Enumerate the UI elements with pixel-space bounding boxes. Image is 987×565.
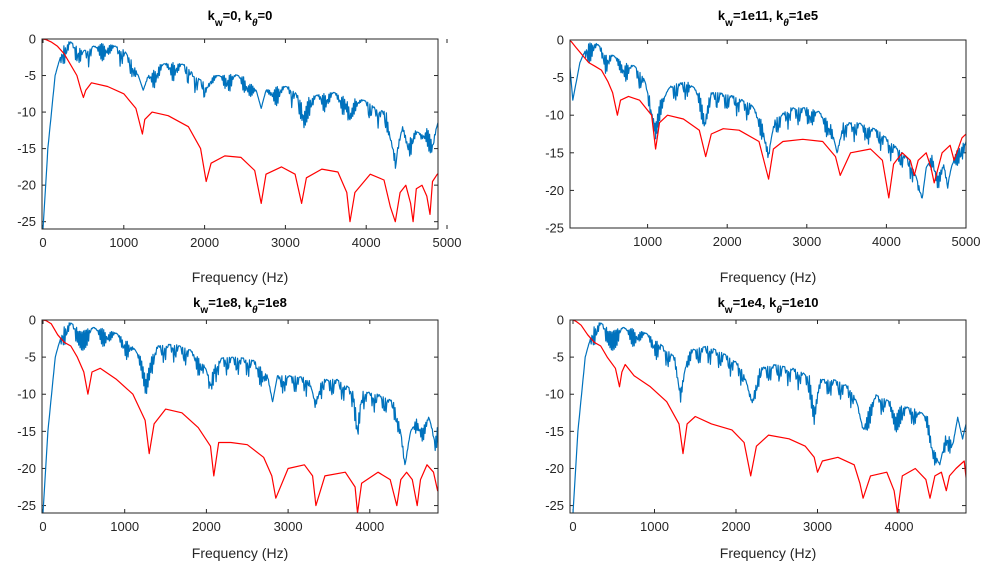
panel-title: kw=1e4, kθ=1e10 — [718, 295, 819, 316]
y-tick-label: -20 — [545, 461, 564, 476]
series-line-blue — [42, 41, 438, 229]
subplot-top-right: kw=1e11, kθ=1e5 Frequency (Hz) 1000 2000 3… — [545, 8, 980, 285]
x-tick-label: 0 — [39, 235, 46, 250]
x-axis-label: Frequency (Hz) — [192, 269, 288, 285]
y-tick-label: 0 — [29, 32, 36, 47]
y-tick-label: -25 — [17, 214, 36, 229]
y-tick-label: 0 — [29, 313, 36, 328]
x-tick-label: 3000 — [792, 234, 821, 249]
y-tick-label: -10 — [17, 105, 36, 120]
x-axis-label: Frequency (Hz) — [720, 545, 816, 561]
y-tick-label: -5 — [24, 350, 36, 365]
series-line-red — [42, 320, 438, 513]
x-tick-label: 0 — [569, 519, 576, 534]
y-tick-label: -20 — [17, 178, 36, 193]
x-tick-label: 1000 — [633, 234, 662, 249]
y-tick-label: 0 — [557, 33, 564, 48]
y-tick-label: -15 — [545, 424, 564, 439]
axes-border — [41, 319, 439, 514]
subplot-top-left: kw=0, kθ=0 Frequency (Hz) 0 1000 2000 3000 4… — [17, 8, 461, 285]
x-tick-label: 3000 — [274, 519, 303, 534]
x-tick-label: 3000 — [803, 519, 832, 534]
x-axis-label: Frequency (Hz) — [720, 269, 816, 285]
y-tick-label: -20 — [17, 461, 36, 476]
x-tick-label: 4000 — [872, 234, 901, 249]
series-line-red — [572, 320, 966, 513]
axes-border — [569, 39, 967, 229]
y-tick-label: -15 — [17, 424, 36, 439]
y-tick-label: -25 — [545, 498, 564, 513]
y-tick-label: -15 — [545, 145, 564, 160]
y-tick-label: -5 — [552, 350, 564, 365]
y-tick-label: -20 — [545, 183, 564, 198]
y-tick-label: -5 — [24, 68, 36, 83]
y-tick-label: -10 — [17, 387, 36, 402]
plot-area — [569, 319, 967, 514]
y-tick-label: -25 — [17, 498, 36, 513]
x-tick-label: 4000 — [885, 519, 914, 534]
plot-area — [41, 38, 439, 230]
axes-border — [41, 38, 439, 230]
panel-title: kw=0, kθ=0 — [208, 8, 273, 29]
series-line-red — [42, 39, 438, 223]
series-line-blue — [42, 322, 438, 513]
x-tick-label: 1000 — [110, 519, 139, 534]
plot-area — [41, 319, 439, 514]
x-tick-label: 2000 — [713, 234, 742, 249]
series-line-red — [570, 40, 966, 199]
y-tick-label: -10 — [545, 108, 564, 123]
subplot-bottom-left: kw=1e8, kθ=1e8 Frequency (Hz) 0 1000 2000 3… — [17, 295, 439, 561]
x-axis-label: Frequency (Hz) — [192, 545, 288, 561]
y-tick-label: -25 — [545, 221, 564, 236]
x-tick-label: 1000 — [640, 519, 669, 534]
subplot-bottom-right: kw=1e4, kθ=1e10 Frequency (Hz) 0 1000 2000… — [545, 295, 967, 561]
x-tick-label: 2000 — [722, 519, 751, 534]
y-tick-label: -15 — [17, 141, 36, 156]
series-line-blue — [572, 322, 966, 513]
x-tick-label: 3000 — [271, 235, 300, 250]
x-tick-label: 0 — [39, 519, 46, 534]
x-tick-label: 5000 — [433, 235, 462, 250]
series-line-blue — [570, 42, 966, 199]
y-tick-label: 0 — [557, 313, 564, 328]
axes-border — [569, 319, 967, 514]
x-tick-label: 4000 — [355, 519, 384, 534]
x-tick-label: 4000 — [352, 235, 381, 250]
x-tick-label: 1000 — [109, 235, 138, 250]
y-tick-label: -5 — [552, 70, 564, 85]
plot-area — [569, 39, 967, 229]
x-tick-label: 2000 — [192, 519, 221, 534]
y-tick-label: -10 — [545, 387, 564, 402]
panel-title: kw=1e11, kθ=1e5 — [718, 8, 818, 29]
x-tick-label: 2000 — [190, 235, 219, 250]
x-tick-label: 5000 — [952, 234, 981, 249]
panel-title: kw=1e8, kθ=1e8 — [193, 295, 287, 316]
